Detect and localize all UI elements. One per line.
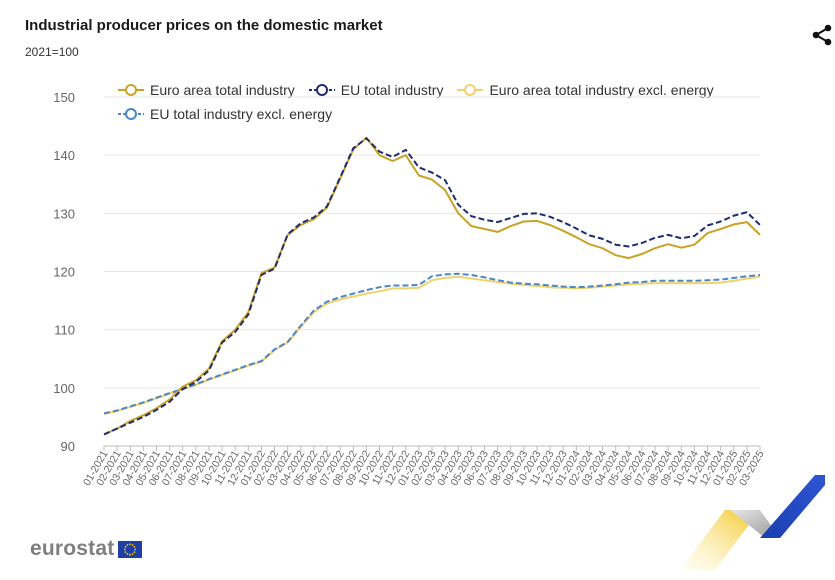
y-tick-label: 120: [53, 265, 75, 280]
chart-legend: Euro area total industry EU total industr…: [118, 78, 798, 126]
eu-flag-icon: [118, 540, 143, 558]
y-tick-label: 100: [53, 381, 75, 396]
legend-item[interactable]: Euro area total industry excl. energy: [457, 78, 714, 102]
y-tick-label: 150: [53, 90, 75, 105]
legend-label: EU total industry excl. energy: [150, 106, 333, 122]
y-tick-label: 130: [53, 206, 75, 221]
y-tick-label: 90: [61, 439, 75, 454]
legend-label: Euro area total industry: [150, 82, 295, 98]
series-line-0[interactable]: [103, 136, 761, 436]
y-tick-label: 140: [53, 148, 75, 163]
series-line-1[interactable]: [103, 137, 761, 436]
legend-marker-icon: [118, 108, 144, 120]
legend-marker-icon: [308, 84, 335, 96]
legend-item[interactable]: Euro area total industry: [118, 78, 295, 102]
legend-item[interactable]: EU total industry: [308, 78, 444, 102]
legend-item[interactable]: EU total industry excl. energy: [118, 102, 332, 126]
share-icon[interactable]: [812, 24, 835, 48]
decorative-chevron-graphic: [680, 475, 825, 570]
logo-text: eurostat: [30, 537, 115, 560]
legend-marker-icon: [118, 84, 144, 96]
eurostat-logo: eurostat: [30, 537, 143, 561]
legend-label: Euro area total industry excl. energy: [489, 82, 714, 98]
legend-marker-icon: [457, 84, 484, 96]
series-line-2[interactable]: [103, 275, 761, 415]
legend-label: EU total industry: [340, 82, 444, 98]
series-line-3[interactable]: [103, 272, 761, 415]
chart-subtitle: 2021=100: [25, 45, 79, 59]
y-tick-label: 110: [54, 323, 75, 338]
chart-title: Industrial producer prices on the domest…: [25, 17, 383, 34]
